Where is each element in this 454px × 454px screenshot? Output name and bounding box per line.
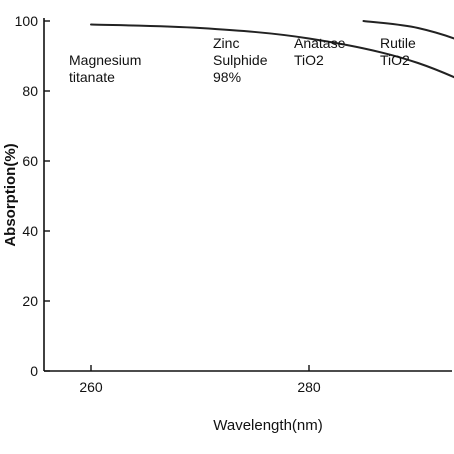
series-label-rutile-tio2: Rutile	[380, 35, 416, 51]
series-labels: MagnesiumtitanateZincSulphide98%AnataseT…	[69, 35, 416, 85]
axes	[43, 18, 452, 372]
series-line-magnesium-titanate	[90, 23, 454, 79]
x-tick-label: 280	[297, 379, 321, 395]
x-tick-label: 260	[79, 379, 103, 395]
curves	[90, 20, 454, 79]
y-tick-label: 60	[22, 153, 38, 169]
series-label-magnesium-titanate: titanate	[69, 69, 115, 85]
x-axis-title: Wavelength(nm)	[213, 417, 322, 434]
series-label-rutile-tio2: TiO2	[380, 52, 410, 68]
y-ticks: 0 20 40 60 80 100	[15, 13, 50, 379]
y-axis-title: Absorption(%)	[2, 143, 19, 246]
series-label-anatase-tio2: Anatase	[294, 35, 346, 51]
y-tick-label: 20	[22, 293, 38, 309]
series-label-zinc-sulphide: Sulphide	[213, 52, 268, 68]
series-label-zinc-sulphide: Zinc	[213, 35, 239, 51]
y-tick-label: 100	[15, 13, 39, 29]
series-label-magnesium-titanate: Magnesium	[69, 52, 141, 68]
series-label-anatase-tio2: TiO2	[294, 52, 324, 68]
x-ticks: 260280300320340360380400420	[79, 365, 321, 395]
y-tick-label: 80	[22, 83, 38, 99]
y-tick-label: 0	[30, 363, 38, 379]
series-label-zinc-sulphide: 98%	[213, 69, 241, 85]
y-tick-label: 40	[22, 223, 38, 239]
